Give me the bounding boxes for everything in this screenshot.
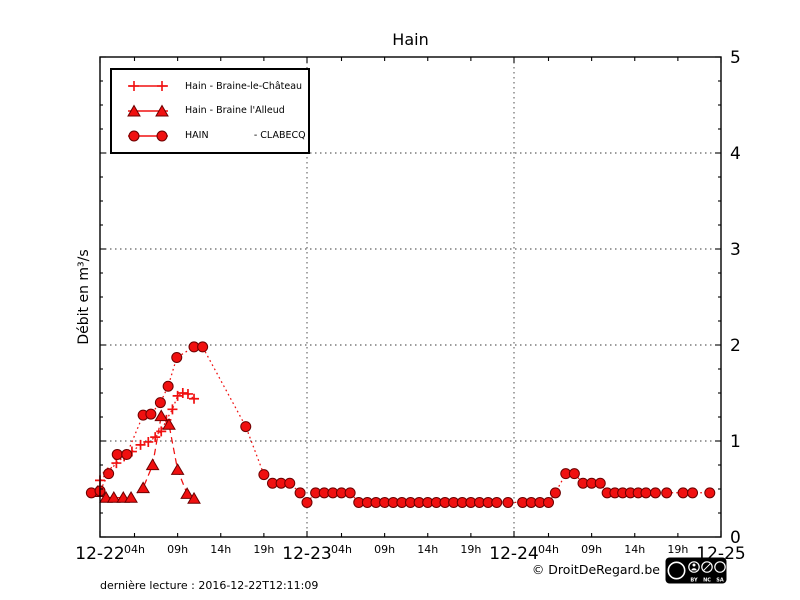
marker-circle-clabecq [502, 496, 514, 508]
x-tick-label: 14h [210, 543, 231, 556]
marker-circle-clabecq [145, 408, 157, 420]
copyright-text: © DroitDeRegard.be [531, 562, 660, 577]
marker-circle-clabecq [491, 496, 503, 508]
y-tick-label: 2 [730, 336, 741, 356]
x-tick-label: 04h [331, 543, 352, 556]
marker-triangle-braine-l-alleud [162, 417, 176, 430]
triangle-marker-sample [127, 104, 169, 117]
marker-circle-clabecq [549, 487, 561, 499]
legend-item-braine-le-chateau: Hain - Braine-le-Château [112, 79, 308, 93]
footer-metadata: dernière lecture : 2016-12-22T12:11:09 d… [100, 557, 318, 600]
marker-circle-clabecq [677, 487, 689, 499]
chart-title: Hain [392, 30, 429, 49]
marker-plus-braine-le-chateau [135, 439, 146, 450]
x-day-label: 12-23 [282, 544, 331, 564]
marker-circle-clabecq [687, 487, 699, 499]
marker-circle-clabecq [344, 487, 356, 499]
marker-circle-clabecq [284, 477, 296, 489]
marker-circle-clabecq [704, 487, 716, 499]
marker-triangle-braine-l-alleud [170, 463, 185, 475]
x-tick-label: 14h [624, 543, 645, 556]
x-day-label: 12-24 [489, 544, 538, 564]
x-tick-label: 04h [124, 543, 145, 556]
marker-circle-clabecq [568, 468, 580, 480]
marker-circle-clabecq [103, 468, 115, 480]
last-reading-text: dernière lecture : 2016-12-22T12:11:09 [100, 579, 319, 592]
x-tick-label: 19h [460, 543, 481, 556]
y-tick-label: 5 [730, 48, 741, 68]
marker-circle-clabecq [258, 469, 270, 481]
legend-label: HAIN - CLABECQ [185, 130, 306, 142]
marker-triangle-braine-l-alleud [136, 481, 150, 494]
marker-circle-clabecq [171, 351, 183, 363]
y-tick-label: 3 [730, 240, 741, 260]
marker-circle-clabecq [154, 397, 166, 409]
nc-no-dollar-icon: $ [701, 561, 713, 573]
y-tick-label: 4 [730, 144, 741, 164]
cc-license-badge[interactable]: cc $ ↻ BY NC SA [665, 557, 727, 584]
legend-label: Hain - Braine l'Alleud [185, 105, 285, 117]
marker-triangle-braine-l-alleud [180, 487, 194, 499]
marker-triangle-braine-l-alleud [187, 491, 201, 504]
by-person-icon [688, 561, 700, 573]
series-line-clabecq [91, 346, 710, 504]
legend-item-clabecq: HAIN - CLABECQ [112, 129, 308, 143]
x-day-label: 12-22 [75, 544, 124, 564]
cc-term-by: BY [690, 578, 698, 584]
legend: Hain - Braine-le-Château Hain - Braine l… [110, 68, 310, 154]
x-tick-label: 09h [581, 543, 602, 556]
cc-term-sa: SA [716, 578, 724, 584]
marker-circle-clabecq [162, 380, 174, 392]
marker-plus-braine-le-chateau [156, 426, 167, 437]
marker-circle-clabecq [301, 496, 313, 508]
y-tick-label: 1 [730, 432, 741, 452]
x-tick-label: 19h [253, 543, 274, 556]
marker-circle-clabecq [111, 448, 123, 460]
y-tick-label: 0 [730, 528, 741, 548]
x-tick-label: 09h [374, 543, 395, 556]
marker-circle-clabecq [661, 487, 673, 499]
x-tick-label: 04h [538, 543, 559, 556]
marker-circle-clabecq [649, 487, 661, 499]
marker-circle-clabecq [594, 477, 606, 489]
marker-plus-braine-le-chateau [177, 388, 188, 398]
sa-share-alike-icon: ↻ [714, 561, 726, 573]
cc-term-nc: NC [703, 578, 711, 584]
marker-plus-braine-le-chateau [150, 432, 161, 443]
marker-triangle-braine-l-alleud [145, 458, 160, 471]
marker-circle-clabecq [640, 487, 652, 499]
circle-marker-sample [128, 130, 168, 142]
x-tick-label: 09h [167, 543, 188, 556]
marker-triangle-braine-l-alleud [124, 490, 138, 503]
svg-text:↻: ↻ [717, 563, 723, 572]
cc-logo-icon: cc [667, 561, 686, 580]
marker-plus-braine-le-chateau [182, 388, 193, 399]
marker-plus-braine-le-chateau [167, 404, 178, 415]
x-tick-label: 19h [667, 543, 688, 556]
marker-plus-braine-le-chateau [189, 393, 200, 404]
marker-circle-clabecq [294, 487, 306, 499]
marker-circle-clabecq [240, 421, 252, 433]
svg-text:cc: cc [671, 567, 682, 577]
marker-triangle-braine-l-alleud [154, 409, 169, 422]
marker-circle-clabecq [121, 448, 133, 460]
marker-triangle-braine-l-alleud [106, 490, 121, 503]
x-tick-label: 14h [417, 543, 438, 556]
marker-plus-braine-le-chateau [172, 390, 183, 401]
legend-label: Hain - Braine-le-Château [185, 80, 303, 92]
marker-plus-braine-le-chateau [143, 436, 154, 447]
marker-circle-clabecq [543, 496, 554, 508]
y-axis-label: Débit en m³/s [76, 249, 92, 345]
plus-marker-sample [128, 81, 168, 92]
legend-item-braine-l-alleud: Hain - Braine l'Alleud [112, 104, 308, 118]
marker-circle-clabecq [197, 341, 209, 353]
